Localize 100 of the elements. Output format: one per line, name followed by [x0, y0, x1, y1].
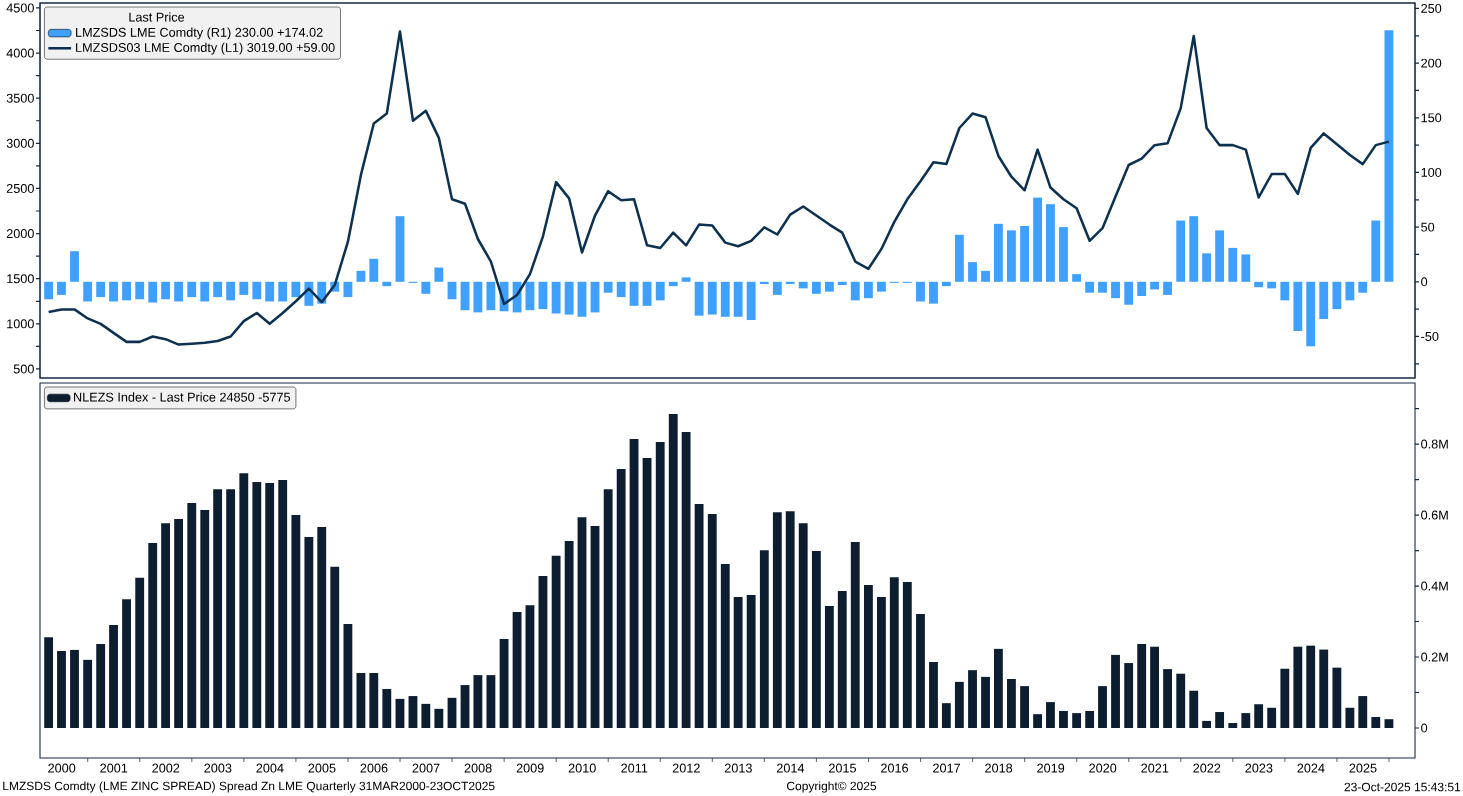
- bar: [148, 543, 158, 729]
- bar: [1267, 707, 1277, 729]
- bar: [187, 502, 197, 729]
- bar: [1098, 281, 1107, 293]
- bar: [877, 281, 886, 292]
- bar: [1202, 720, 1212, 729]
- x-tick-label: 2021: [1141, 763, 1169, 773]
- x-tick-label: 2020: [1089, 763, 1117, 773]
- bar: [837, 591, 847, 729]
- legend-label: LMZSDS03 LME Comdty (L1) 3019.00 +59.00: [76, 42, 335, 55]
- y-tick-label: 500: [13, 364, 34, 374]
- bar: [538, 576, 548, 729]
- bar: [265, 483, 275, 729]
- bar: [265, 281, 275, 302]
- bar: [1384, 30, 1394, 282]
- bar: [161, 281, 171, 300]
- bar: [226, 281, 236, 301]
- bar: [1306, 281, 1316, 347]
- bar: [512, 611, 522, 729]
- bar: [1072, 274, 1082, 282]
- bar: [291, 281, 301, 298]
- bar: [577, 517, 587, 729]
- y-tick-label: 3500: [6, 93, 34, 103]
- bar: [1254, 281, 1264, 288]
- x-tick-label: 2011: [621, 763, 648, 773]
- bar: [1007, 230, 1016, 282]
- bar: [226, 489, 236, 729]
- bar: [1215, 712, 1225, 729]
- bar: [798, 281, 808, 289]
- bar: [239, 281, 249, 295]
- bar: [1033, 714, 1043, 729]
- y2-tick-label: 50: [1421, 222, 1435, 232]
- bar: [590, 526, 600, 729]
- bar: [864, 584, 873, 729]
- bar: [916, 281, 925, 302]
- bar: [1007, 679, 1016, 729]
- bar: [96, 281, 106, 298]
- bar: [109, 625, 118, 729]
- bar: [811, 550, 821, 729]
- bar: [1371, 220, 1381, 282]
- x-tick-label: 2022: [1193, 763, 1221, 773]
- bar: [57, 650, 66, 729]
- bar: [356, 270, 366, 282]
- bar: [877, 597, 886, 729]
- bar: [1241, 713, 1251, 729]
- x-tick-label: 2015: [829, 763, 857, 773]
- x-tick-label: 2002: [152, 763, 180, 773]
- x-tick-label: 2014: [776, 763, 805, 773]
- bar: [395, 216, 405, 282]
- bar: [1293, 646, 1303, 729]
- bar: [1111, 654, 1120, 729]
- x-tick-label: 2017: [933, 763, 961, 773]
- bar: [343, 281, 353, 298]
- x-tick-label: 2004: [256, 763, 284, 773]
- bar: [629, 439, 639, 729]
- bar: [57, 281, 66, 295]
- y-tick-label: 1500: [7, 274, 34, 284]
- bar: [1163, 281, 1172, 295]
- x-tick-label: 2000: [48, 763, 76, 773]
- bar: [343, 624, 353, 729]
- bar: [174, 518, 184, 729]
- bar: [330, 566, 340, 729]
- bar: [981, 676, 990, 729]
- bar: [941, 281, 951, 287]
- bar: [824, 605, 834, 729]
- bar: [1202, 253, 1212, 282]
- bar: [148, 281, 158, 303]
- bar: [447, 697, 457, 729]
- bar: [1124, 663, 1134, 729]
- y2-tick-label: 250: [1421, 3, 1442, 13]
- bar: [733, 597, 743, 729]
- bar: [1189, 216, 1199, 282]
- bar: [655, 441, 665, 729]
- y2-tick-label: 0.6M: [1421, 510, 1448, 520]
- bar: [1150, 646, 1159, 729]
- x-tick-label: 2024: [1297, 763, 1325, 773]
- bar: [1332, 667, 1342, 729]
- x-tick-label: 2019: [1037, 763, 1065, 773]
- x-tick-label: 2025: [1349, 763, 1377, 773]
- bar: [954, 681, 964, 729]
- bar: [668, 413, 678, 729]
- bar: [707, 513, 717, 729]
- bar: [408, 696, 418, 729]
- y2-tick-label: 200: [1421, 58, 1442, 68]
- bar: [1280, 668, 1290, 729]
- bar: [122, 599, 131, 729]
- x-tick-label: 2016: [881, 763, 909, 773]
- x-tick-label: 2010: [568, 763, 596, 773]
- bar: [733, 281, 743, 317]
- x-tick-label: 2023: [1245, 763, 1273, 773]
- bar: [798, 523, 808, 729]
- bar: [252, 281, 262, 300]
- bar: [44, 281, 54, 300]
- bar: [499, 638, 509, 729]
- y-tick-label: 3000: [6, 138, 34, 148]
- bar: [187, 281, 197, 298]
- x-tick-label: 2001: [100, 763, 128, 773]
- bar: [1332, 281, 1342, 310]
- x-tick-label: 2009: [516, 763, 544, 773]
- bar: [1228, 723, 1238, 729]
